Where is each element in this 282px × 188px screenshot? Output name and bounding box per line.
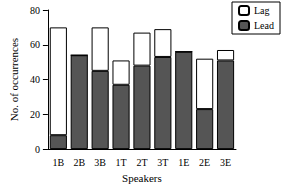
svg-text:3E: 3E	[220, 157, 231, 168]
svg-text:20: 20	[30, 109, 40, 120]
svg-text:1E: 1E	[178, 157, 189, 168]
svg-text:1T: 1T	[115, 157, 126, 168]
svg-text:Speakers: Speakers	[122, 172, 162, 184]
svg-text:3T: 3T	[157, 157, 168, 168]
svg-text:2B: 2B	[73, 157, 85, 168]
svg-text:Lead: Lead	[254, 20, 274, 31]
svg-text:0: 0	[35, 144, 40, 155]
svg-text:Lag: Lag	[254, 5, 270, 16]
svg-text:3B: 3B	[94, 157, 106, 168]
svg-text:2T: 2T	[136, 157, 147, 168]
svg-text:No. of occurrences: No. of occurrences	[8, 38, 20, 121]
svg-text:40: 40	[30, 74, 40, 85]
svg-text:80: 80	[30, 5, 40, 16]
svg-text:1B: 1B	[53, 157, 65, 168]
svg-text:60: 60	[30, 39, 40, 50]
svg-text:2E: 2E	[199, 157, 210, 168]
